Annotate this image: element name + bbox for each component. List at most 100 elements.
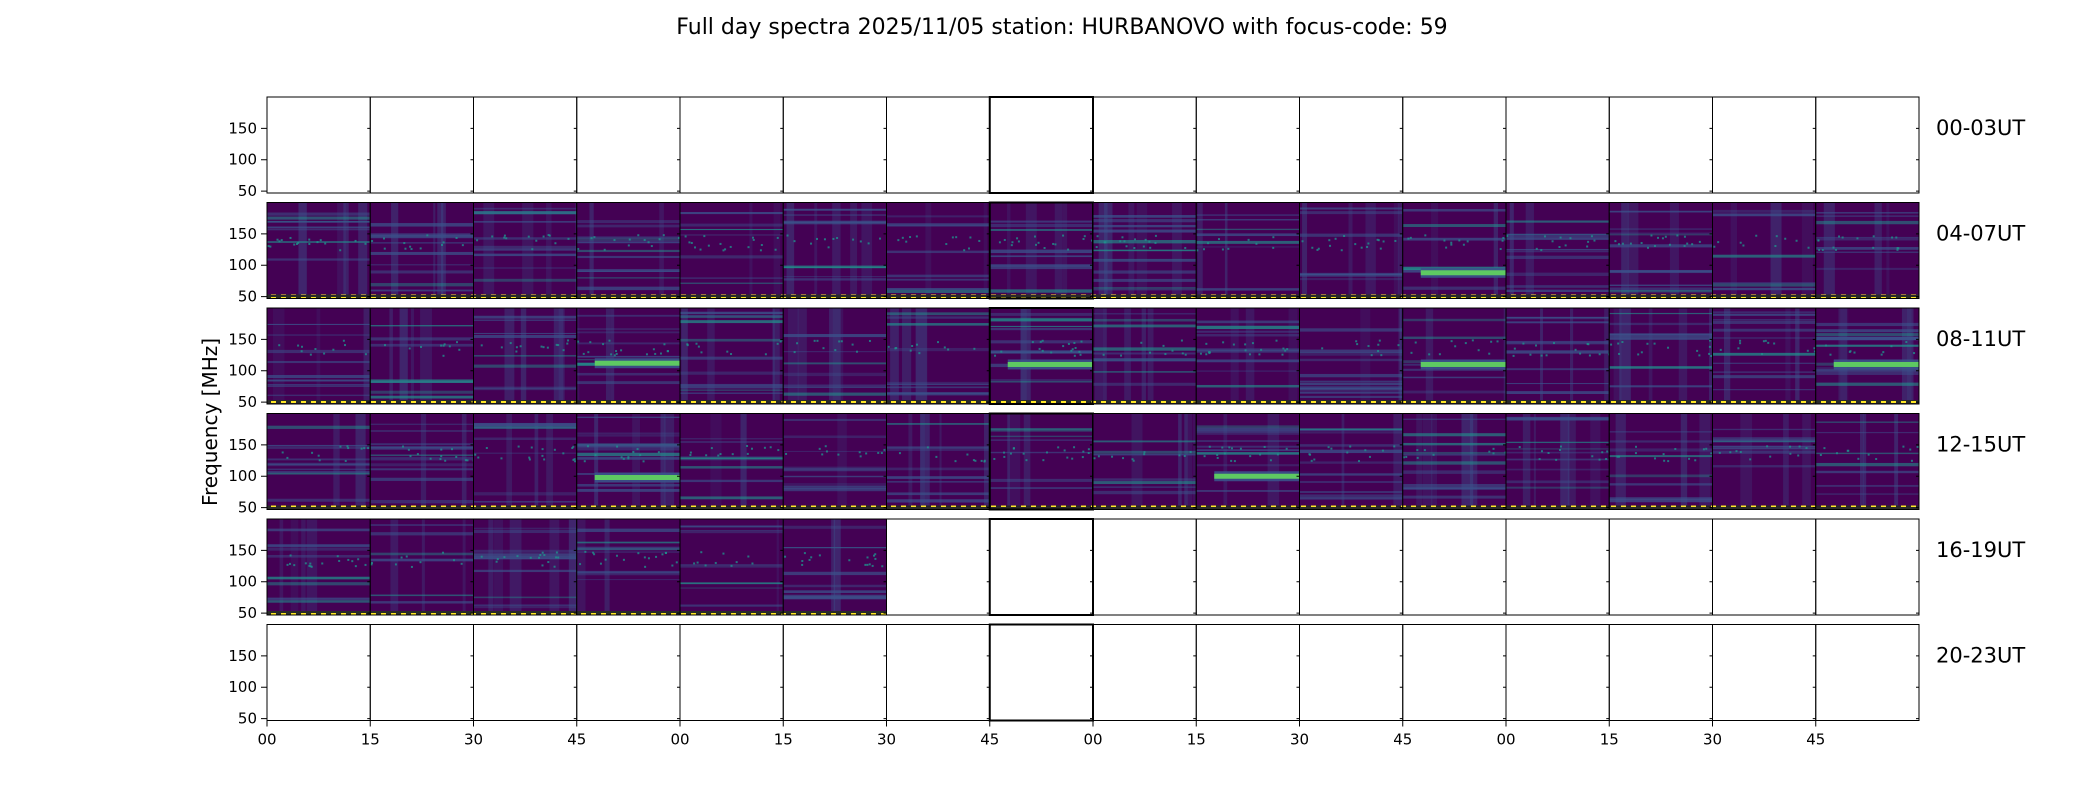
spectrum-frequency-band: [680, 234, 784, 236]
spectrum-frequency-band: [680, 480, 784, 483]
spectrum-low-frequency-edge: [1196, 400, 1300, 404]
spectrum-speckle: [1749, 458, 1752, 461]
spectrum-speckle: [1376, 238, 1379, 241]
spectrum-frequency-band: [267, 470, 371, 473]
spectrum-background: [1093, 308, 1197, 404]
spectrum-speckle: [281, 451, 284, 454]
spectrum-speckle: [364, 242, 367, 245]
spectrum-low-frequency-edge: [1299, 505, 1403, 510]
spectrum-speckle: [1132, 459, 1135, 462]
spectrum-frequency-band: [1506, 233, 1610, 236]
spectrum-speckle: [1414, 341, 1417, 344]
spectrum-speckle: [866, 563, 869, 566]
spectrum-frequency-band: [783, 525, 887, 529]
panel-frame: [1195, 518, 1300, 616]
spectrum-speckle: [1276, 453, 1279, 456]
spectrum-speckle: [289, 236, 292, 239]
panel-content: [783, 202, 887, 299]
spectrum-panel: [886, 96, 991, 194]
spectrum-speckle: [293, 564, 296, 567]
spectrum-speckle: [627, 456, 630, 459]
spectrum-frequency-band: [576, 249, 680, 253]
panel-frame: [473, 624, 578, 721]
spectrum-speckle: [769, 446, 772, 449]
spectrum-frequency-band: [1712, 213, 1816, 217]
spectrum-speckle: [1774, 245, 1777, 248]
spectrum-low-frequency-edge: [267, 294, 371, 299]
spectrum-speckle: [1835, 248, 1838, 251]
spectrum-panel: [473, 624, 578, 721]
spectrum-speckle: [1081, 456, 1084, 459]
spectrum-panel: [473, 518, 578, 616]
spectrum-speckle: [308, 564, 311, 567]
panel-frame: [1712, 518, 1817, 616]
spectrum-speckle: [1606, 450, 1609, 453]
spectrum-speckle: [868, 563, 871, 566]
x-tick-label: 45: [567, 731, 586, 749]
spectrum-speckle: [1501, 239, 1504, 242]
spectrum-frequency-band: [1712, 287, 1816, 291]
spectrum-speckle: [1432, 453, 1435, 456]
spectrum-frequency-band: [783, 334, 887, 338]
panel-frame: [369, 624, 474, 721]
spectrum-speckle: [703, 235, 706, 238]
spectrum-frequency-band: [680, 282, 784, 285]
spectrum-frequency-band: [1299, 497, 1403, 500]
spectrum-interference-column: [1680, 413, 1688, 510]
spectrum-interference-column: [553, 308, 564, 404]
spectrum-interference-column: [740, 413, 747, 510]
spectrum-frequency-band: [680, 438, 784, 440]
spectrum-frequency-band: [1093, 318, 1197, 322]
spectrum-speckle: [774, 248, 777, 251]
spectrum-background: [1402, 202, 1506, 299]
spectrum-frequency-band: [783, 485, 887, 487]
spectrum-speckle: [1663, 459, 1666, 462]
spectrum-low-frequency-edge: [1299, 400, 1403, 404]
spectrum-interference-column: [316, 308, 321, 404]
spectrum-frequency-band: [1196, 464, 1300, 467]
spectrum-panel: [369, 202, 474, 299]
spectrum-frequency-band: [1609, 312, 1713, 315]
spectrum-speckle: [632, 450, 635, 453]
spectrum-frequency-band: [370, 234, 474, 239]
spectrum-frequency-band: [1402, 376, 1506, 379]
spectrum-interference-column: [1007, 413, 1010, 510]
spectrum-frequency-band: [267, 544, 371, 548]
spectrum-speckle: [1377, 239, 1380, 242]
spectrum-speckle: [1073, 354, 1076, 357]
spectrum-speckle: [562, 452, 565, 455]
panel-frame: [988, 623, 1094, 722]
spectrum-speckle: [695, 342, 698, 345]
spectrum-speckle: [777, 449, 780, 452]
spectrum-speckle: [604, 558, 607, 561]
spectrum-frequency-band: [473, 553, 577, 557]
spectrum-frequency-band: [1712, 282, 1816, 284]
spectrum-speckle: [1821, 248, 1824, 251]
spectrum-interference-column: [1863, 413, 1867, 510]
spectrum-speckle: [1067, 248, 1070, 251]
spectrum-speckle: [1773, 342, 1776, 345]
spectrum-frequency-band: [680, 371, 784, 375]
spectrum-speckle: [1504, 451, 1506, 454]
spectrum-speckle: [528, 456, 531, 459]
spectrum-speckle: [1078, 350, 1081, 353]
spectrum-speckle: [1346, 451, 1349, 454]
spectrum-low-frequency-edge: [1402, 400, 1506, 404]
spectrum-frequency-band: [1196, 449, 1300, 452]
spectrum-frequency-band: [1506, 451, 1610, 454]
spectrum-speckle: [1492, 452, 1495, 455]
panel-frame: [782, 96, 887, 194]
spectrum-speckle: [639, 454, 642, 457]
spectrum-speckle: [1282, 347, 1285, 350]
spectrum-speckle: [1551, 240, 1554, 243]
spectrum-speckle: [416, 453, 419, 456]
spectrum-frequency-band: [576, 270, 680, 272]
spectrum-frequency-band: [1093, 219, 1197, 223]
spectrum-speckle: [1379, 247, 1382, 250]
panel-content: [1815, 308, 1919, 404]
x-tick-label: 30: [1290, 731, 1309, 749]
spectrum-speckle: [1263, 445, 1266, 448]
spectrum-panel: [679, 202, 784, 299]
